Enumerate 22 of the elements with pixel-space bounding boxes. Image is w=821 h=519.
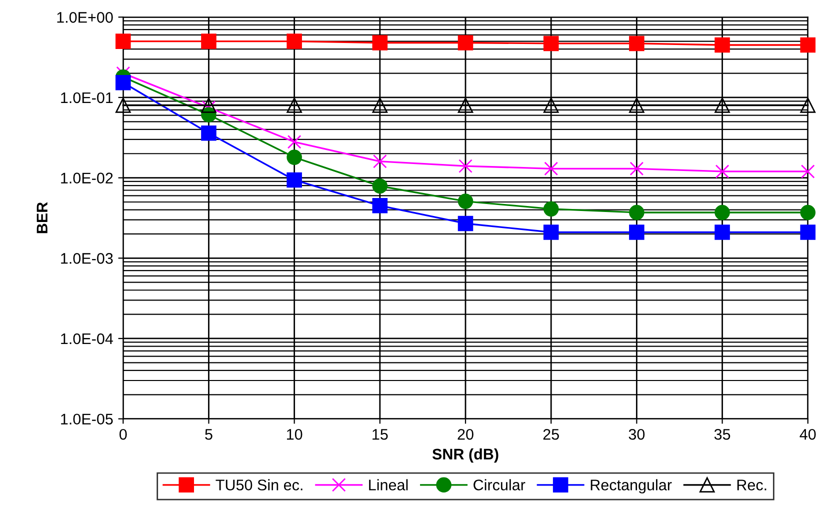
x-tick-label: 35	[714, 428, 730, 440]
y-tick-label: 1.0E-02	[61, 172, 113, 184]
x-tick-label: 0	[120, 428, 127, 440]
x-tick-label: 15	[372, 429, 388, 440]
legend-label: TU50 Sin ec.	[216, 479, 302, 490]
y-tick-label: 1.0E+00	[57, 12, 113, 23]
y-tick-label: 1.0E-04	[61, 333, 113, 344]
x-tick-label: 25	[543, 428, 559, 440]
y-axis-title: BER	[36, 202, 48, 234]
x-tick-label: 10	[287, 428, 302, 440]
legend-label: Rectangular	[590, 479, 672, 494]
y-tick-label: 1.0E-05	[61, 414, 113, 425]
y-tick-label: 1.0E-03	[61, 253, 113, 264]
x-tick-label: 30	[628, 428, 645, 440]
x-tick-label: 40	[800, 428, 816, 440]
legend-label: Lineal	[369, 479, 408, 490]
legend-label: Rec.	[737, 480, 766, 490]
x-tick-label: 20	[458, 428, 474, 440]
x-axis-title: SNR (dB)	[432, 448, 498, 463]
legend-label: Circular	[474, 479, 526, 490]
y-tick-label: 1.0E-01	[61, 92, 113, 104]
x-tick-label: 5	[205, 429, 212, 440]
